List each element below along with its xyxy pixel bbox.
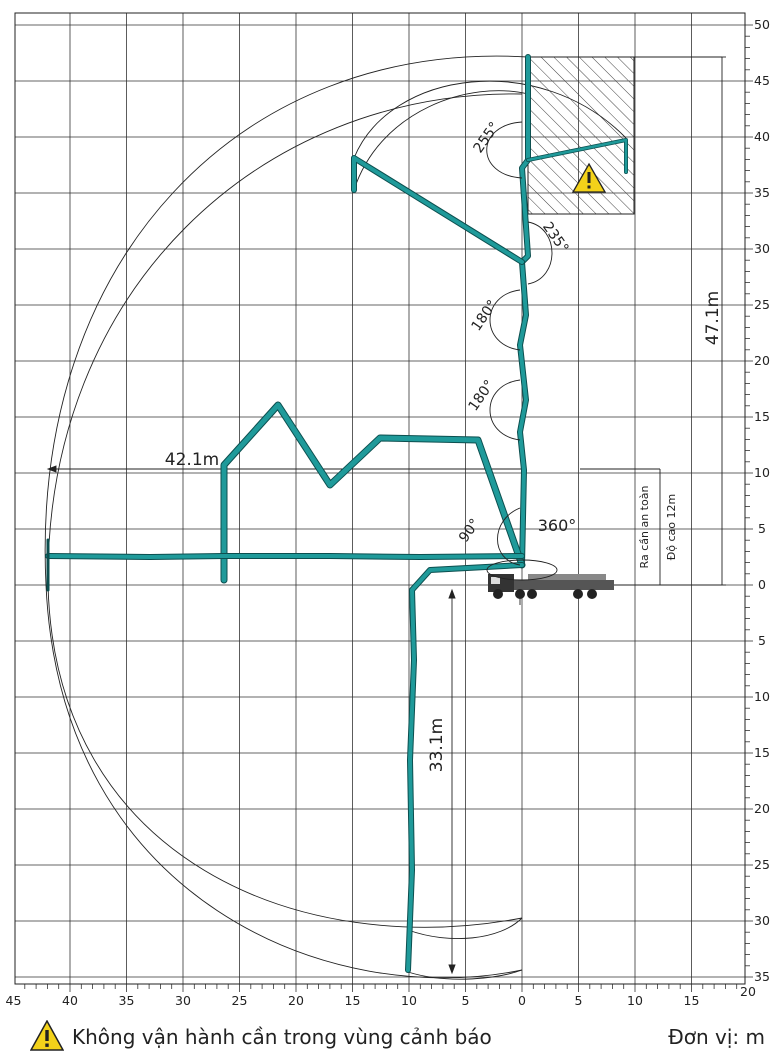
- boom-downward: [405, 562, 525, 973]
- footer: Không vận hành cần trong vùng cảnh báo Đ…: [0, 1020, 777, 1056]
- x-tick-label: 25: [232, 993, 248, 1008]
- outer-envelope-arc: [44, 55, 529, 979]
- unit-label: Đơn vị: m: [668, 1025, 765, 1049]
- dimension-lines: [46, 465, 522, 975]
- grid: [15, 13, 745, 984]
- safety-label-boom: Ra cần an toàn: [638, 486, 651, 569]
- x-tick-labels: 45 40 35 30 25 20 15 10 5 0 5 10 15 20: [6, 984, 756, 1008]
- x-tick-label: 5: [575, 993, 583, 1008]
- angle-90: 90°: [456, 516, 483, 546]
- warning-zone-icon: [571, 162, 607, 193]
- angle-360: 360°: [538, 516, 577, 535]
- dimension-reach: 42.1m: [165, 450, 219, 470]
- y-tick-label: 25: [754, 297, 770, 312]
- y-tick-label: 15: [754, 745, 770, 760]
- x-tick-label: 10: [401, 993, 417, 1008]
- y-tick-label: 30: [754, 913, 770, 928]
- x-tick-label: 15: [345, 993, 361, 1008]
- warning-icon: [30, 1020, 64, 1051]
- x-tick-label: 40: [62, 993, 78, 1008]
- x-tick-label: 45: [6, 993, 22, 1008]
- boom-vertical: [517, 54, 628, 568]
- angle-255: 255°: [470, 119, 502, 156]
- annotations: 47.1m 42.1m 33.1m 255° 235° 180° 180° 90…: [165, 119, 723, 772]
- y-tick-label: 5: [758, 633, 766, 648]
- y-tick-label: 35: [754, 185, 770, 200]
- tick-marks: [24, 24, 753, 992]
- y-tick-label: 45: [754, 73, 770, 88]
- angle-180-lower: 180°: [465, 377, 497, 414]
- x-tick-label: 20: [740, 984, 756, 999]
- x-tick-label: 35: [119, 993, 135, 1008]
- y-tick-label: 50: [754, 17, 770, 32]
- lower-right-arc: [407, 917, 523, 940]
- dimension-height: 47.1m: [703, 291, 723, 345]
- truck: [488, 574, 614, 599]
- y-tick-label: 10: [754, 465, 770, 480]
- y-tick-label: 20: [754, 801, 770, 816]
- safety-label-height: Độ cao 12m: [665, 494, 678, 560]
- upper-arc-1: [353, 80, 627, 159]
- y-tick-label: 30: [754, 241, 770, 256]
- dimension-depth: 33.1m: [427, 718, 447, 772]
- angle-235: 235°: [539, 219, 571, 256]
- y-tick-label: 10: [754, 689, 770, 704]
- y-tick-label: 35: [754, 969, 770, 984]
- lower-right-arc-2: [407, 969, 523, 980]
- y-tick-label: 15: [754, 409, 770, 424]
- x-tick-label: 15: [684, 993, 700, 1008]
- angle-arcs: [486, 121, 558, 581]
- x-tick-label: 5: [462, 993, 470, 1008]
- warning-text: Không vận hành cần trong vùng cảnh báo: [72, 1025, 492, 1049]
- y-tick-label: 20: [754, 353, 770, 368]
- x-tick-label: 30: [175, 993, 191, 1008]
- y-tick-label: 25: [754, 857, 770, 872]
- plot-frame: [14, 12, 746, 985]
- x-tick-label: 20: [288, 993, 304, 1008]
- x-tick-label: 0: [518, 993, 526, 1008]
- y-tick-label: 5: [758, 521, 766, 536]
- boom-horizontal: [45, 538, 525, 592]
- y-tick-label: 0: [758, 577, 766, 592]
- boom-arched: [220, 155, 526, 584]
- x-tick-label: 10: [627, 993, 643, 1008]
- y-tick-label: 40: [754, 129, 770, 144]
